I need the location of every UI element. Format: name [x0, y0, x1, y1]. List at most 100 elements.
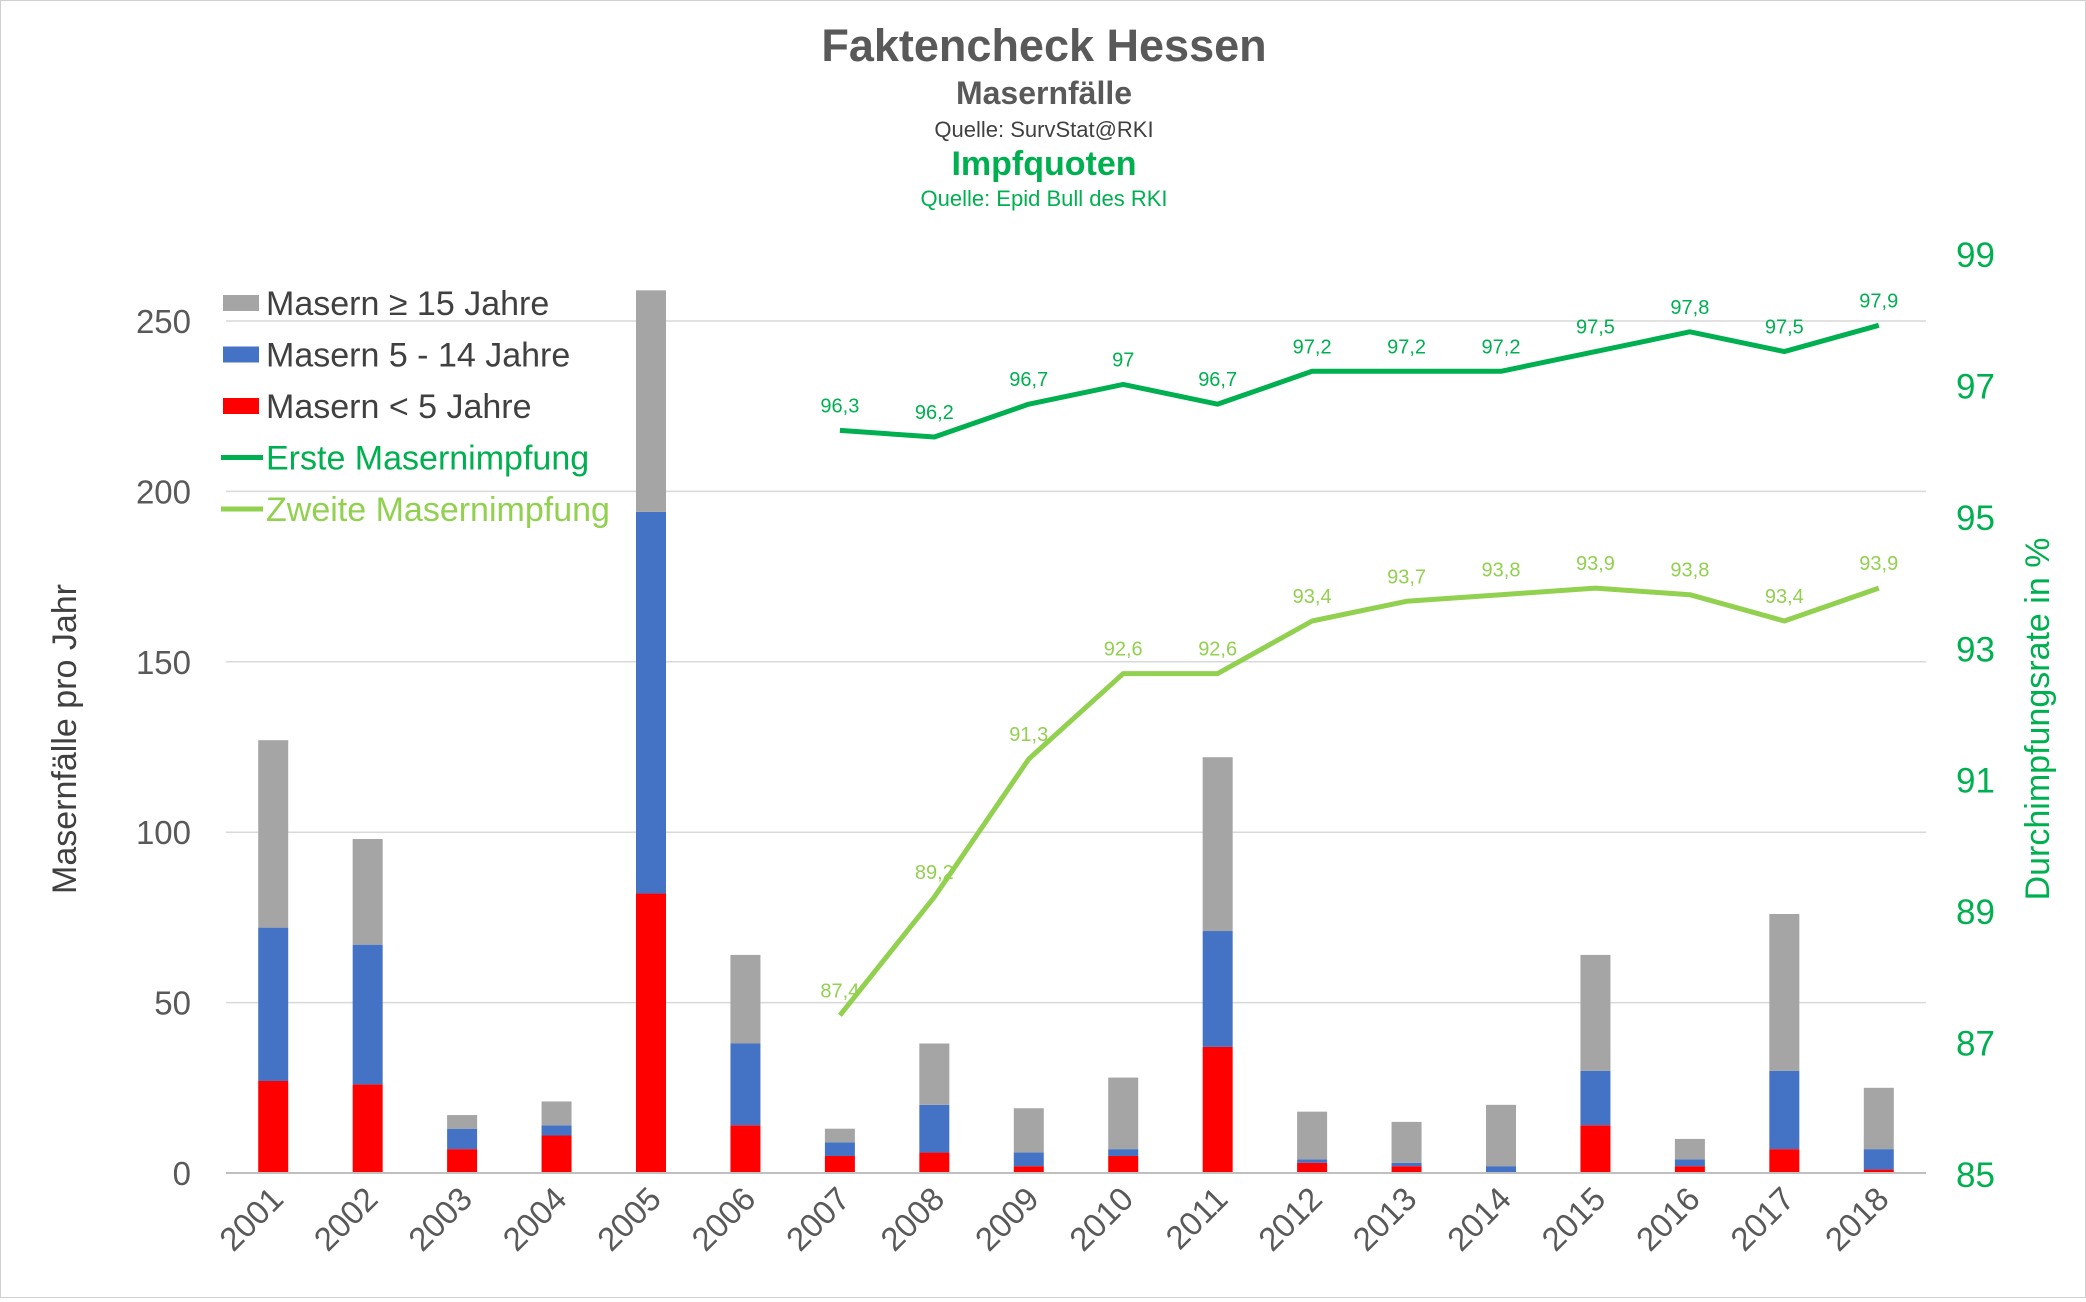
- bar-2003-series-0: [447, 1149, 478, 1173]
- data-label: 96,7: [1198, 369, 1237, 391]
- bar-2008-series-0: [919, 1152, 950, 1173]
- x-tick-label: 2014: [1440, 1180, 1518, 1258]
- y-tick-label: 250: [136, 303, 191, 340]
- chart-subtitle-2: Impfquoten: [951, 145, 1136, 183]
- bar-2004-series-0: [541, 1135, 572, 1173]
- bar-2013-series-0: [1391, 1166, 1422, 1173]
- x-tick-label: 2010: [1062, 1180, 1140, 1258]
- bar-2011-series-2: [1202, 757, 1233, 932]
- bar-2002-series-1: [352, 944, 383, 1085]
- x-tick-label: 2009: [968, 1180, 1046, 1258]
- data-label: 91,3: [1009, 724, 1048, 746]
- data-label: 93,8: [1482, 560, 1521, 582]
- legend-label-0: Masern ≥ 15 Jahre: [266, 285, 549, 323]
- y-tick-label: 200: [136, 473, 191, 510]
- data-label: 97,5: [1765, 317, 1804, 339]
- bar-2010-series-1: [1108, 1149, 1139, 1156]
- y-axis-label: Masernfälle pro Jahr: [46, 584, 84, 894]
- y-tick-label: 100: [136, 814, 191, 851]
- x-tick-label: 2012: [1251, 1180, 1329, 1258]
- data-label: 96,2: [915, 402, 954, 424]
- data-label: 87,4: [820, 980, 859, 1002]
- x-tick-label: 2017: [1723, 1180, 1801, 1258]
- x-tick-label: 2008: [873, 1180, 951, 1258]
- bar-2018-series-0: [1863, 1169, 1894, 1173]
- legend-label-3: Erste Masernimpfung: [266, 440, 589, 478]
- x-tick-label: 2015: [1534, 1180, 1612, 1258]
- bar-2005-series-0: [636, 893, 666, 1173]
- data-label: 97,8: [1670, 297, 1709, 319]
- bar-2012-series-2: [1297, 1111, 1328, 1160]
- y2-tick-label: 95: [1956, 499, 1995, 538]
- legend-label-2: Masern < 5 Jahre: [266, 388, 532, 426]
- bar-2016-series-1: [1674, 1159, 1705, 1167]
- lines: 96,3 96,2 96,7 97 96,7 97,2 97,2 97,2 97,5 97,8 97…: [820, 290, 1898, 1017]
- bar-2004-series-2: [541, 1101, 572, 1126]
- chart-source: Quelle: SurvStat@RKI: [934, 117, 1153, 142]
- y-tick-label: 150: [136, 644, 191, 681]
- bar-2017-series-2: [1769, 913, 1800, 1071]
- bar-2013-series-1: [1391, 1162, 1422, 1167]
- data-label: 92,6: [1198, 639, 1237, 661]
- y-tick-label: 0: [173, 1155, 191, 1192]
- line-series-1: [837, 585, 1880, 1017]
- x-tick-label: 2003: [401, 1180, 479, 1258]
- y-tick-label: 50: [154, 985, 191, 1022]
- x-tick-label: 2011: [1158, 1180, 1234, 1256]
- chart-title: Faktencheck Hessen: [821, 20, 1266, 71]
- bar-2010-series-0: [1108, 1155, 1139, 1173]
- x-tick-label: 2018: [1818, 1180, 1896, 1258]
- bar-2013-series-2: [1391, 1121, 1422, 1163]
- x-tick-label: 2006: [684, 1180, 762, 1258]
- bar-2018-series-1: [1863, 1149, 1894, 1170]
- y2-tick-label: 91: [1956, 762, 1995, 801]
- bar-2011-series-0: [1202, 1046, 1233, 1173]
- y2-tick-label: 85: [1956, 1156, 1995, 1195]
- data-label: 96,7: [1009, 369, 1048, 391]
- bar-2002-series-0: [352, 1084, 383, 1173]
- data-label: 93,7: [1387, 566, 1426, 588]
- bar-2014-series-2: [1486, 1104, 1516, 1167]
- data-label: 96,3: [820, 395, 859, 417]
- bar-2012-series-1: [1297, 1159, 1328, 1163]
- bar-2018-series-2: [1863, 1087, 1894, 1150]
- y2-axis-label: Durchimpfungsrate in %: [2019, 538, 2057, 901]
- data-label: 97,9: [1859, 290, 1898, 312]
- bar-2009-series-0: [1013, 1166, 1044, 1173]
- bar-2011-series-1: [1202, 931, 1233, 1047]
- legend-swatch-1: [223, 346, 259, 363]
- legend-swatch-2: [223, 398, 259, 414]
- data-label: 93,4: [1765, 586, 1804, 608]
- bar-2004-series-1: [541, 1125, 572, 1136]
- gridlines: [226, 320, 1926, 1004]
- x-tick-label: 2002: [307, 1180, 385, 1258]
- bar-2015-series-2: [1580, 954, 1611, 1071]
- bar-2009-series-2: [1013, 1108, 1044, 1153]
- bar-2005-series-1: [636, 511, 666, 894]
- bar-2017-series-0: [1769, 1149, 1800, 1173]
- bar-2014-series-1: [1486, 1166, 1516, 1173]
- bar-2017-series-1: [1769, 1070, 1800, 1150]
- y2-tick-label: 93: [1956, 630, 1995, 669]
- bar-2012-series-0: [1297, 1162, 1328, 1173]
- data-label: 93,4: [1293, 586, 1332, 608]
- bar-2002-series-2: [352, 839, 383, 945]
- y2-tick-label: 89: [1956, 893, 1995, 932]
- bar-2009-series-1: [1013, 1152, 1044, 1167]
- y2-tick-label: 97: [1956, 367, 1995, 406]
- bar-2007-series-0: [824, 1155, 855, 1173]
- x-tick-label: 2005: [590, 1180, 668, 1258]
- data-label: 93,8: [1670, 560, 1709, 582]
- y2-tick-label: 87: [1956, 1025, 1995, 1064]
- bar-2003-series-2: [447, 1115, 478, 1129]
- bar-2001-series-2: [258, 740, 289, 928]
- data-label: 89,2: [915, 862, 954, 884]
- x-tick-label: 2013: [1345, 1180, 1423, 1258]
- bar-2010-series-2: [1108, 1077, 1139, 1150]
- legend-swatch-0: [223, 295, 259, 311]
- bar-2005-series-2: [636, 290, 666, 512]
- data-label: 97,2: [1387, 336, 1426, 358]
- bar-2001-series-0: [258, 1080, 289, 1173]
- bar-2007-series-2: [824, 1128, 855, 1143]
